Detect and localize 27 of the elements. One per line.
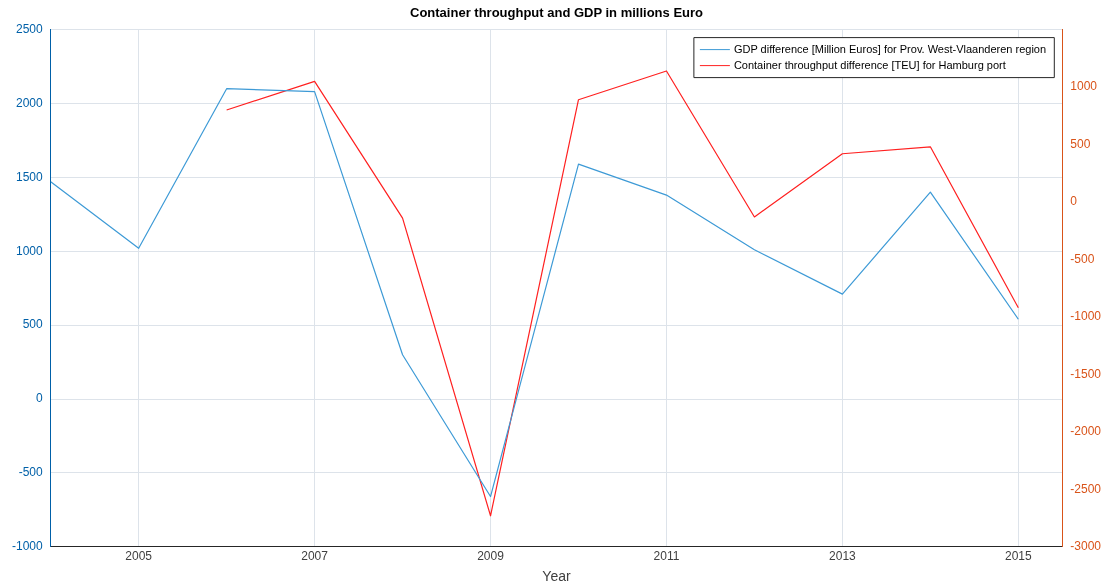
y2-tick-label: -1000 [1070, 309, 1102, 324]
y2-tick-label: -2000 [1070, 424, 1102, 439]
y2-tick-label: 500 [1070, 136, 1091, 151]
x-tick-label: 2013 [829, 549, 857, 564]
x-tick-label: 2009 [477, 549, 505, 564]
y-tick-label: 500 [22, 317, 44, 332]
y-tick-label: 1500 [15, 169, 44, 184]
y-tick-label: 2000 [15, 95, 44, 110]
y-tick-label: 2500 [15, 21, 44, 36]
x-tick-label: 2011 [653, 549, 680, 564]
y2-tick-label: 1000 [1070, 79, 1098, 94]
x-axis-title: Year [542, 568, 571, 585]
chart-title: Container throughput and GDP in millions Euro [410, 5, 704, 21]
legend-label: Container throughput difference [TEU] for Hamburg port [733, 58, 1006, 71]
y-tick-label: 1000 [15, 243, 44, 258]
y-tick-label: 0 [36, 391, 43, 406]
y-tick-label: -500 [18, 465, 43, 480]
y2-tick-label: -500 [1070, 251, 1095, 266]
y2-tick-label: -3000 [1070, 539, 1102, 554]
x-tick-label: 2015 [1004, 549, 1032, 564]
y-tick-label: -1000 [11, 539, 44, 554]
y2-tick-label: -2500 [1070, 481, 1102, 496]
x-tick-label: 2005 [125, 549, 153, 564]
legend-label: GDP difference [Million Euros] for Prov. West-Vlaanderen region [733, 42, 1047, 55]
y2-tick-label: -1500 [1070, 366, 1102, 381]
y2-tick-label: 0 [1070, 194, 1078, 209]
x-tick-label: 2007 [301, 549, 329, 564]
